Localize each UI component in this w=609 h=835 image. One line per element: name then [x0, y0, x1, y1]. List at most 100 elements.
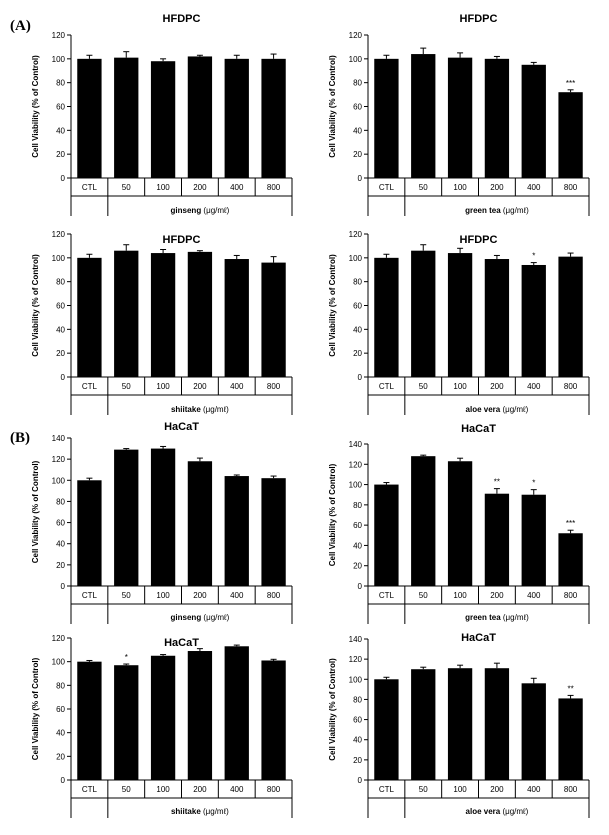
y-tick-label: 60: [353, 716, 362, 725]
y-tick-label: 100: [349, 55, 363, 64]
y-tick-label: 0: [61, 582, 66, 591]
panel-label-b: (B): [10, 430, 30, 446]
y-tick-label: 100: [349, 675, 363, 684]
y-tick-label: 140: [349, 440, 363, 449]
x-axis-label-treatment: shiitake: [171, 405, 203, 414]
y-tick-label: 100: [349, 254, 363, 263]
y-tick-label: 80: [353, 278, 362, 287]
bar-CTL: [77, 480, 102, 586]
y-tick-label: 120: [349, 31, 363, 40]
y-tick-label: 100: [52, 658, 66, 667]
category-label: 100: [156, 591, 170, 600]
bar-200: [484, 493, 510, 586]
category-label: 50: [419, 591, 428, 600]
x-axis-label-unit: (μg/mℓ): [502, 405, 528, 414]
y-tick-label: 120: [349, 460, 363, 469]
y-tick-label: 80: [353, 695, 362, 704]
bar-400: [224, 476, 249, 586]
category-label: 100: [156, 382, 170, 391]
y-axis-label: Cell Viability (% of Control): [31, 254, 40, 357]
category-label: 100: [453, 183, 467, 192]
x-axis-label: ginseng (μg/mℓ): [171, 206, 230, 215]
category-label: 200: [490, 382, 504, 391]
y-tick-label: 40: [353, 325, 362, 334]
y-tick-label: 60: [56, 705, 65, 714]
category-label: CTL: [82, 591, 98, 600]
category-label: CTL: [379, 382, 395, 391]
category-label: 800: [564, 382, 578, 391]
category-label: 200: [193, 591, 207, 600]
y-tick-label: 120: [52, 455, 66, 464]
category-label: CTL: [82, 382, 98, 391]
x-axis-label-treatment: ginseng: [171, 613, 204, 622]
x-axis-label: ginseng (μg/mℓ): [171, 613, 230, 622]
bar-CTL: [77, 58, 102, 179]
x-axis-label-unit: (μg/mℓ): [503, 613, 529, 622]
chart-title: HaCaT: [461, 632, 496, 644]
x-axis-label-treatment: green tea: [465, 613, 503, 622]
y-tick-label: 80: [353, 501, 362, 510]
chart-title: HFDPC: [460, 234, 498, 246]
bar-50: [411, 669, 436, 780]
category-label: 50: [419, 785, 428, 794]
bar-50: [411, 54, 436, 178]
bar-100: [150, 655, 176, 780]
y-tick-label: 0: [61, 373, 66, 382]
y-tick-label: 60: [56, 103, 65, 112]
y-tick-label: 100: [52, 55, 66, 64]
bar-800: [558, 533, 583, 586]
category-label: 200: [193, 785, 207, 794]
x-axis-label: shiitake (μg/mℓ): [171, 807, 229, 816]
category-label: 400: [527, 183, 541, 192]
bar-400: [224, 259, 249, 377]
y-tick-label: 40: [353, 541, 362, 550]
y-axis-label: Cell Viability (% of Control): [31, 657, 40, 760]
chart-3: HFDPC 0 20 40 60 80 100 120 Cell Viability (% of…: [31, 230, 293, 415]
category-label: 200: [490, 785, 504, 794]
x-axis-label-treatment: shiitake: [171, 807, 203, 816]
bar-50: [114, 449, 139, 586]
bar-100: [447, 57, 473, 179]
chart-2: HFDPC 0 20 40 60 80 100 120 Cell Viability (% of…: [328, 13, 590, 216]
y-tick-label: 80: [56, 681, 65, 690]
y-tick-label: 40: [56, 540, 65, 549]
bar-400: [521, 683, 546, 780]
y-tick-label: 60: [353, 103, 362, 112]
x-axis-label-treatment: aloe vera: [466, 405, 503, 414]
y-tick-label: 20: [353, 562, 362, 571]
x-axis-label: green tea (μg/mℓ): [465, 613, 529, 622]
bar-CTL: [77, 661, 102, 780]
bar-200: [187, 56, 213, 179]
x-axis-label: aloe vera (μg/mℓ): [466, 405, 529, 414]
x-axis-label-unit: (μg/mℓ): [203, 206, 229, 215]
bar-100: [447, 668, 473, 780]
y-tick-label: 40: [353, 736, 362, 745]
category-label: 100: [453, 382, 467, 391]
category-label: CTL: [82, 785, 98, 794]
y-tick-label: 120: [52, 230, 66, 239]
chart-title: HaCaT: [164, 637, 199, 649]
bar-CTL: [374, 484, 399, 586]
bar-CTL: [374, 58, 399, 179]
y-tick-label: 80: [56, 79, 65, 88]
category-label: 50: [122, 382, 131, 391]
panel-label-a: (A): [10, 18, 31, 34]
category-label: CTL: [379, 183, 395, 192]
y-tick-label: 120: [52, 634, 66, 643]
category-label: 800: [267, 382, 281, 391]
chart-7: HaCaT 0 20 40 60 80 100 120 Cell Viability (% of…: [31, 634, 293, 818]
category-label: 800: [267, 591, 281, 600]
y-tick-label: 20: [56, 752, 65, 761]
y-tick-label: 0: [358, 174, 363, 183]
bar-100: [447, 461, 473, 586]
y-tick-label: 120: [349, 655, 363, 664]
y-tick-label: 20: [56, 349, 65, 358]
category-label: 200: [490, 591, 504, 600]
category-label: 100: [453, 591, 467, 600]
y-tick-label: 40: [56, 126, 65, 135]
bar-CTL: [374, 679, 399, 780]
y-tick-label: 100: [52, 254, 66, 263]
bar-800: [261, 660, 286, 780]
chart-title: HFDPC: [460, 13, 498, 25]
